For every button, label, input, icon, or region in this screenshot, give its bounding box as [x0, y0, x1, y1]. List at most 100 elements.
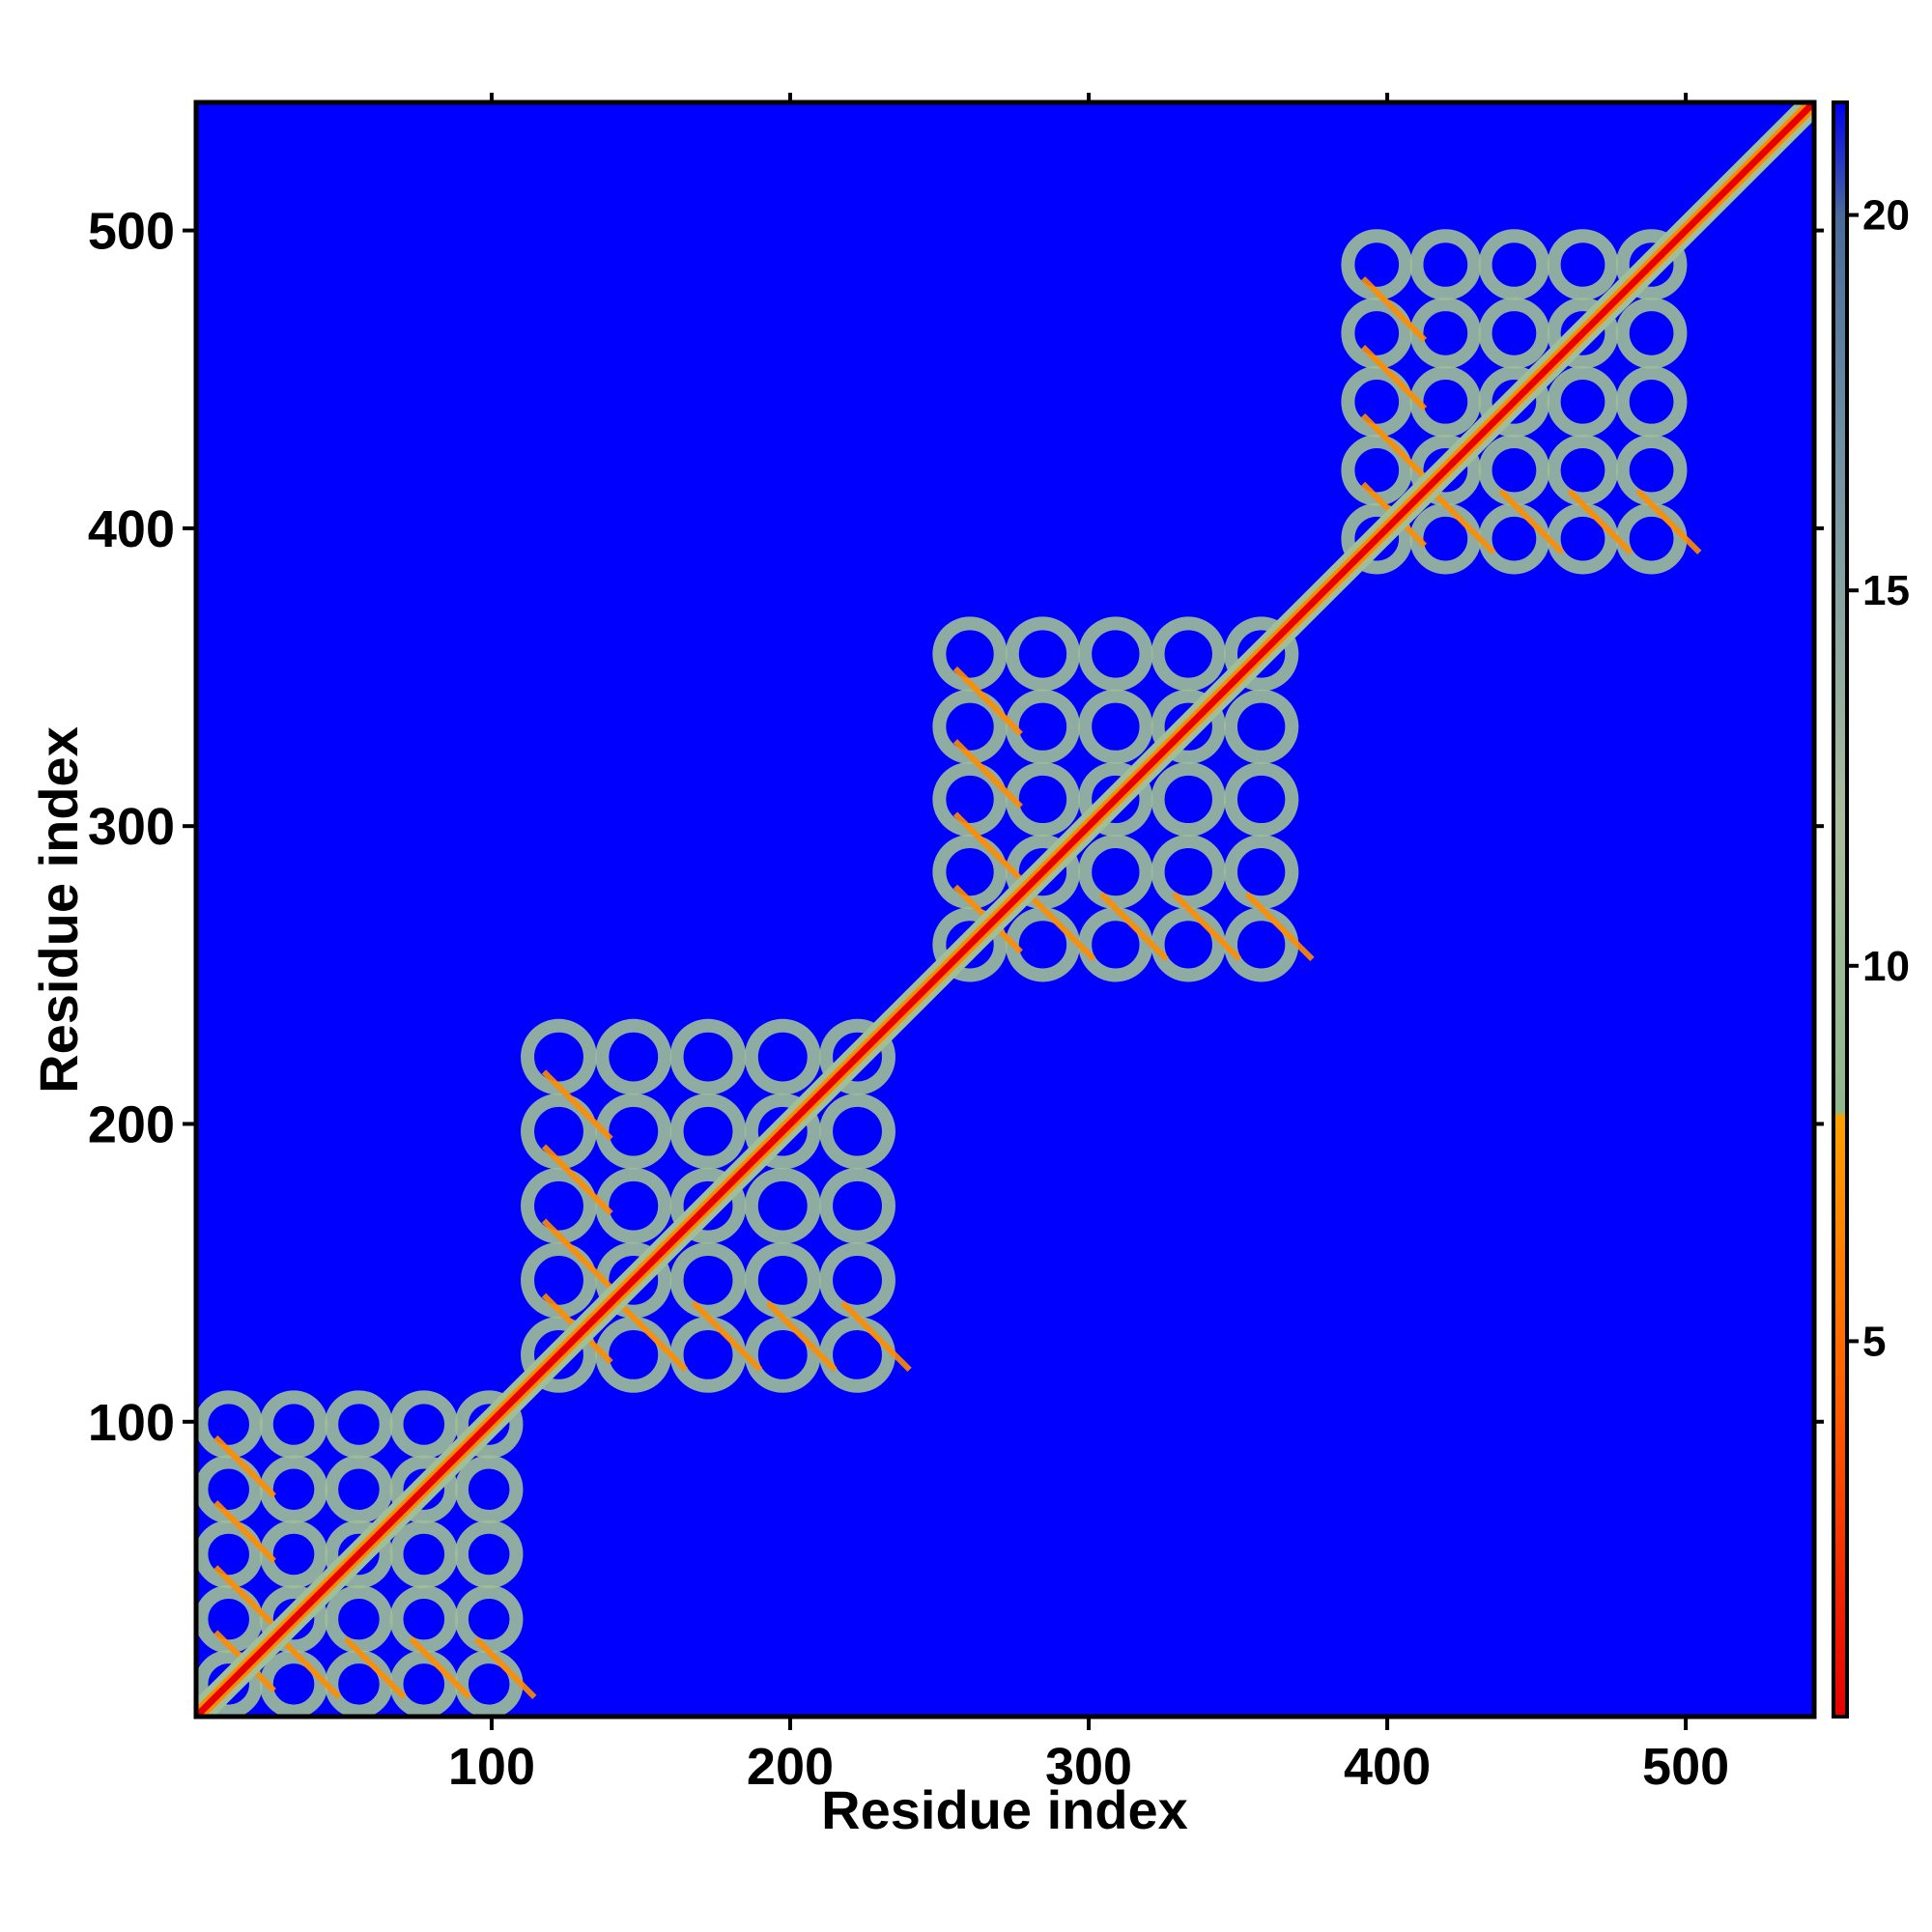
- contact-ring: [819, 1241, 895, 1319]
- x-tick-label: 200: [747, 1738, 834, 1796]
- close-contact-streak: [1172, 892, 1242, 962]
- close-contact-streak: [616, 1300, 688, 1372]
- diagonal-contact-core: [196, 102, 1814, 1717]
- contact-ring: [325, 1584, 393, 1654]
- contact-ring: [1223, 835, 1299, 910]
- contact-ring: [389, 1520, 459, 1589]
- close-contact-streak: [343, 1636, 407, 1699]
- contact-ring: [1223, 689, 1299, 764]
- contact-ring: [669, 1241, 747, 1319]
- x-tick-label: 100: [448, 1738, 535, 1796]
- contact-ring: [1078, 616, 1153, 692]
- contact-ring: [1005, 616, 1081, 692]
- close-contact-streak: [213, 1435, 276, 1498]
- contact-ring: [669, 1093, 747, 1170]
- close-contact-streak: [765, 1300, 838, 1372]
- close-contact-streak: [1244, 892, 1315, 962]
- contact-ring: [1223, 616, 1299, 692]
- close-contact-streak: [1430, 488, 1496, 554]
- contact-ring: [1547, 434, 1619, 506]
- close-contact-streak: [1360, 412, 1428, 479]
- contact-ring: [1478, 229, 1550, 300]
- close-contact-streak: [1098, 892, 1169, 962]
- contact-ring: [325, 1650, 393, 1717]
- contact-block-4: [1341, 229, 1702, 575]
- contact-ring: [389, 1584, 459, 1654]
- close-contact-streak: [1360, 276, 1428, 343]
- colorbar-tick-label: 5: [1862, 1318, 1886, 1365]
- contact-ring: [1615, 434, 1688, 506]
- contact-ring: [454, 1650, 524, 1717]
- y-tick-label: 500: [88, 203, 175, 261]
- contact-ring: [595, 1018, 672, 1095]
- contact-ring: [325, 1390, 393, 1459]
- contact-ring: [744, 1241, 821, 1319]
- y-tick-label: 200: [88, 1095, 175, 1153]
- colorbar-ticks: 5 10 15 20: [1847, 192, 1910, 1365]
- contact-ring: [819, 1317, 895, 1393]
- contact-ring: [669, 1018, 747, 1095]
- contact-ring: [1223, 761, 1299, 838]
- contact-ring: [744, 1317, 821, 1393]
- contact-ring: [1078, 835, 1153, 910]
- close-contact-streak: [213, 1500, 276, 1563]
- contact-ring: [1478, 298, 1550, 369]
- close-contact-streak: [839, 1300, 912, 1372]
- contact-ring: [1478, 366, 1550, 438]
- contact-ring: [454, 1455, 524, 1523]
- contact-ring: [1615, 366, 1688, 438]
- contact-ring: [1409, 229, 1482, 300]
- close-contact-streak: [691, 1300, 763, 1372]
- x-tick-label: 500: [1642, 1738, 1729, 1796]
- contact-ring: [259, 1390, 328, 1459]
- contact-ring: [1151, 761, 1226, 838]
- contact-ring: [1341, 502, 1413, 575]
- close-contact-streak: [1498, 488, 1565, 554]
- contact-ring: [521, 1317, 597, 1393]
- contact-ring: [1078, 689, 1153, 764]
- close-contact-streak: [952, 666, 1023, 736]
- contact-ring: [1151, 907, 1226, 982]
- y-tick-label: 100: [88, 1394, 175, 1452]
- close-contact-streak: [1360, 344, 1428, 412]
- contact-ring: [932, 907, 1008, 982]
- contact-ring: [1615, 502, 1688, 575]
- contact-ring: [196, 1650, 263, 1717]
- contact-ring: [1547, 229, 1619, 300]
- contact-ring: [1478, 434, 1550, 506]
- contact-ring: [1547, 502, 1619, 575]
- contact-block-1: [196, 1390, 537, 1717]
- close-contact-streak: [1567, 488, 1634, 554]
- contact-ring: [744, 1018, 821, 1095]
- contact-ring: [744, 1167, 821, 1244]
- y-tick-label: 400: [88, 500, 175, 558]
- plot-frame: [193, 99, 1817, 1719]
- contact-ring: [1547, 298, 1619, 369]
- colorbar: [1832, 100, 1849, 1719]
- contact-ring: [389, 1390, 459, 1459]
- contact-ring: [1151, 689, 1226, 764]
- close-contact-streak: [1635, 488, 1702, 554]
- contact-ring: [669, 1317, 747, 1393]
- y-axis-ticks: 100 200 300 400 500: [88, 203, 1824, 1452]
- contact-ring: [1615, 229, 1688, 300]
- x-axis-ticks: 100 200 300 400 500: [448, 93, 1729, 1796]
- contact-ring: [819, 1018, 895, 1095]
- contact-ring: [744, 1093, 821, 1170]
- contact-block-2: [521, 1018, 912, 1393]
- contact-ring: [389, 1455, 459, 1523]
- contact-ring: [1151, 835, 1226, 910]
- colorbar-tick-label: 20: [1862, 192, 1910, 240]
- y-tick-label: 300: [88, 798, 175, 856]
- close-contact-streak: [409, 1636, 472, 1699]
- contact-ring: [1151, 616, 1226, 692]
- y-axis-title: Residue index: [28, 726, 89, 1094]
- contact-ring: [1078, 907, 1153, 982]
- contact-ring: [1223, 907, 1299, 982]
- x-tick-label: 300: [1045, 1738, 1132, 1796]
- contact-ring: [454, 1584, 524, 1654]
- contact-ring: [819, 1167, 895, 1244]
- close-contact-streak: [278, 1636, 342, 1699]
- contact-ring: [454, 1390, 524, 1459]
